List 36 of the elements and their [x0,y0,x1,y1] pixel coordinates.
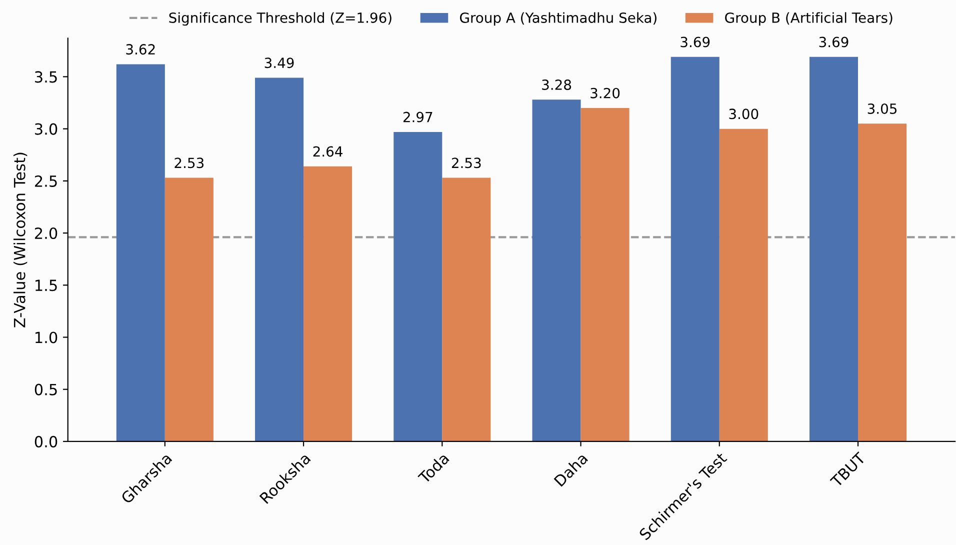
bar [580,108,630,442]
y-tick-label: 3.0 [35,123,58,135]
data-label: 2.97 [403,112,432,122]
data-label: 3.20 [590,88,620,98]
data-label: 3.05 [868,103,897,114]
bar [394,132,442,442]
legend-label: Group A (Yashtimadhu Seka) [460,12,656,26]
data-label: 2.64 [313,146,342,157]
y-tick-label: 0.0 [34,436,58,448]
bar [255,78,304,442]
legend-label: Group B (Artificial Tears) [725,12,892,26]
data-label: 3.00 [729,108,758,120]
data-label: 2.53 [174,158,204,168]
y-tick-label: 1.5 [36,280,57,292]
bar [809,56,858,442]
y-tick-label: 2.5 [34,175,57,187]
data-label: 3.28 [542,79,572,90]
data-label: 3.62 [126,44,155,55]
y-tick-label: 1.0 [36,332,58,344]
data-label: 2.53 [452,158,481,168]
data-label: 3.69 [819,36,848,48]
bar [116,64,165,442]
data-label: 3.69 [680,36,710,48]
y-tick-label: 3.5 [35,71,57,83]
y-axis-title: Z-Value (Wilcoxon Test) [14,152,28,328]
bar [858,124,907,442]
legend-label: Significance Threshold (Z=1.96) [169,12,392,26]
bar [442,178,491,442]
bar [304,166,352,442]
bar [670,56,720,442]
data-label: 3.49 [264,58,294,68]
bar [532,100,581,442]
y-tick-label: 2.0 [34,227,58,240]
bar [164,178,214,442]
y-tick-label: 0.5 [34,384,57,396]
bar [719,128,768,442]
